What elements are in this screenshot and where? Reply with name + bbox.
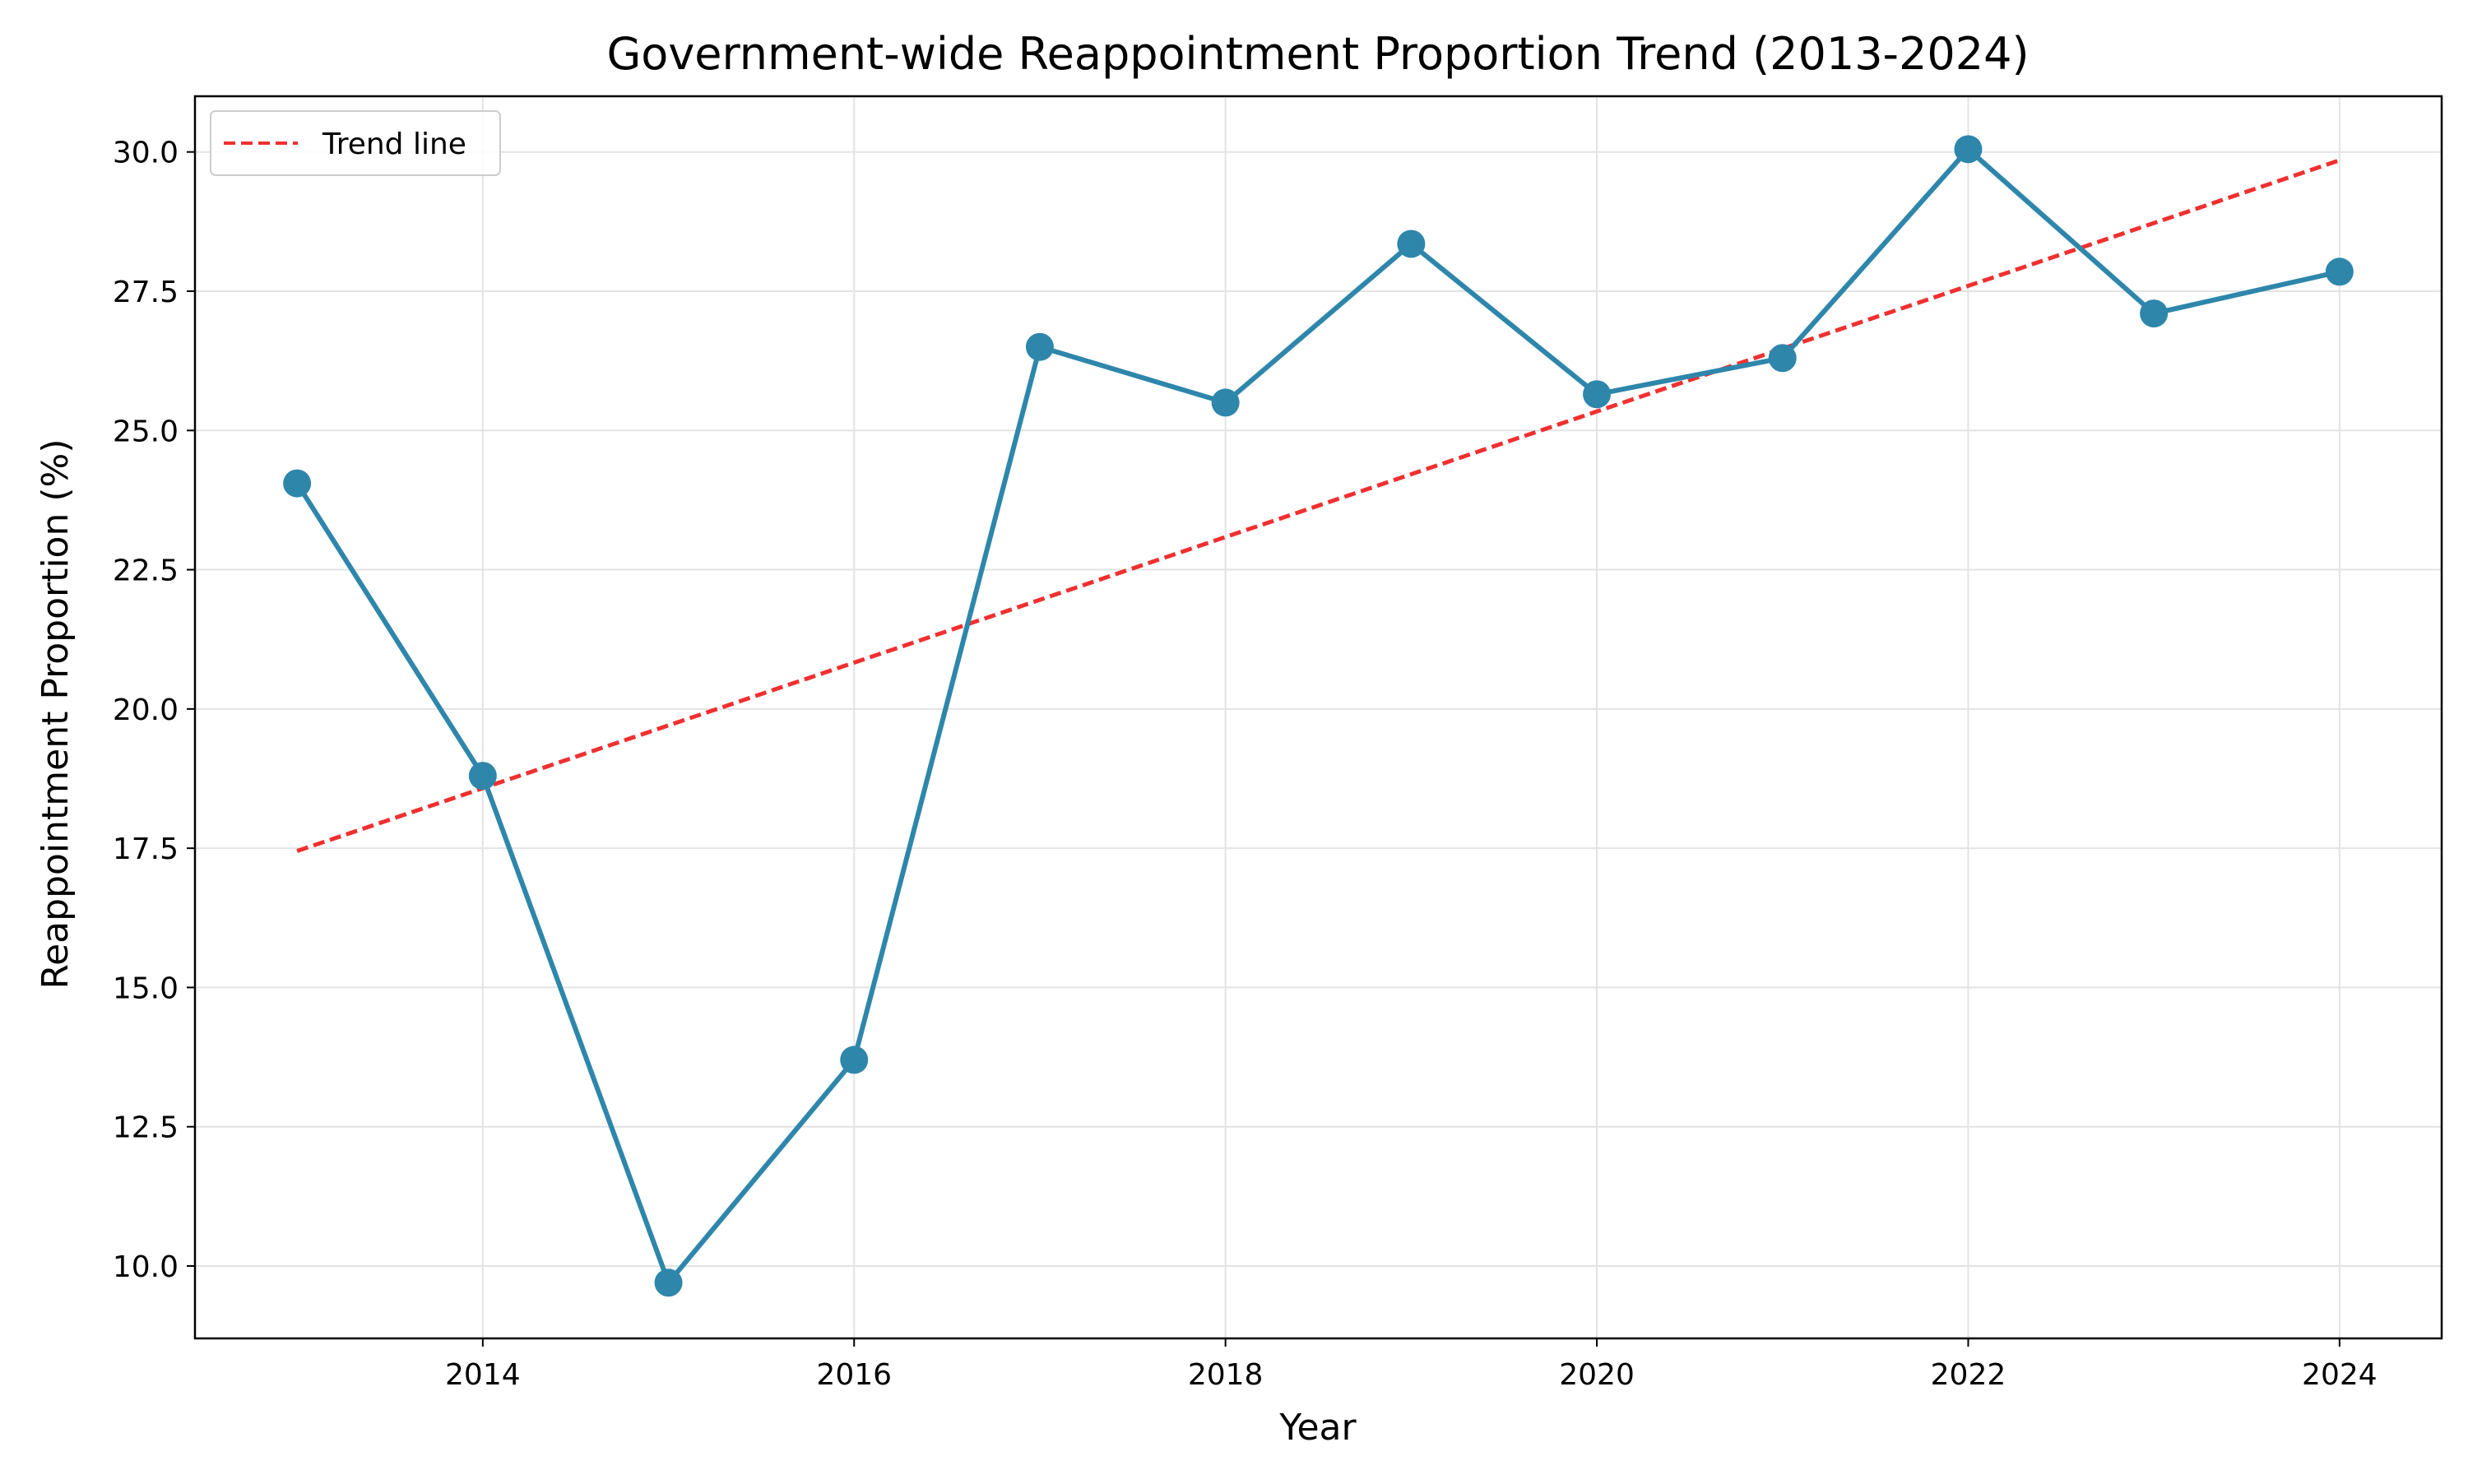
legend: Trend line (210, 110, 501, 176)
data-point-2021 (1768, 344, 1797, 373)
x-tick-label: 2020 (1559, 1358, 1635, 1392)
x-tick-label: 2024 (2302, 1358, 2378, 1392)
axis-ticks: 2014 2016 2018 2020 2022 2024 10.0 12.5 15.0 17.5… (113, 137, 2378, 1392)
data-point-2013 (283, 469, 312, 498)
data-point-2023 (2140, 299, 2169, 328)
y-tick-label: 22.5 (113, 554, 179, 588)
x-axis-title: Year (1278, 1407, 1357, 1449)
y-tick-label: 27.5 (113, 276, 179, 309)
plot-frame (193, 95, 2443, 1340)
series-layer (283, 135, 2354, 1297)
y-axis-title: Reappointment Proportion (%) (35, 439, 77, 990)
data-point-2024 (2325, 257, 2354, 286)
grid-lines (195, 96, 2442, 1338)
x-tick-label: 2018 (1188, 1358, 1264, 1392)
data-point-2018 (1211, 388, 1240, 417)
y-tick-label: 12.5 (113, 1111, 179, 1145)
data-point-2020 (1583, 380, 1612, 409)
reappointment-line (295, 146, 2342, 1286)
chart-title: Government-wide Reappointment Proportion… (606, 28, 2029, 80)
data-point-2015 (654, 1268, 683, 1297)
data-point-2016 (840, 1046, 869, 1074)
y-tick-label: 10.0 (113, 1250, 179, 1284)
legend-trend-line-label: Trend line (322, 128, 466, 161)
legend-box (210, 110, 501, 176)
data-point-2017 (1025, 332, 1054, 361)
trend-line (296, 158, 2340, 853)
y-tick-label: 25.0 (113, 415, 179, 448)
x-tick-label: 2016 (816, 1358, 892, 1392)
data-point-2022 (1954, 135, 1983, 164)
y-tick-label: 17.5 (113, 832, 179, 866)
data-point-2019 (1397, 230, 1426, 258)
x-tick-label: 2014 (445, 1358, 521, 1392)
data-point-2014 (468, 762, 497, 791)
y-tick-label: 20.0 (113, 693, 179, 727)
y-tick-label: 15.0 (113, 972, 179, 1005)
x-tick-label: 2022 (1931, 1358, 2006, 1392)
y-tick-label: 30.0 (113, 137, 179, 170)
